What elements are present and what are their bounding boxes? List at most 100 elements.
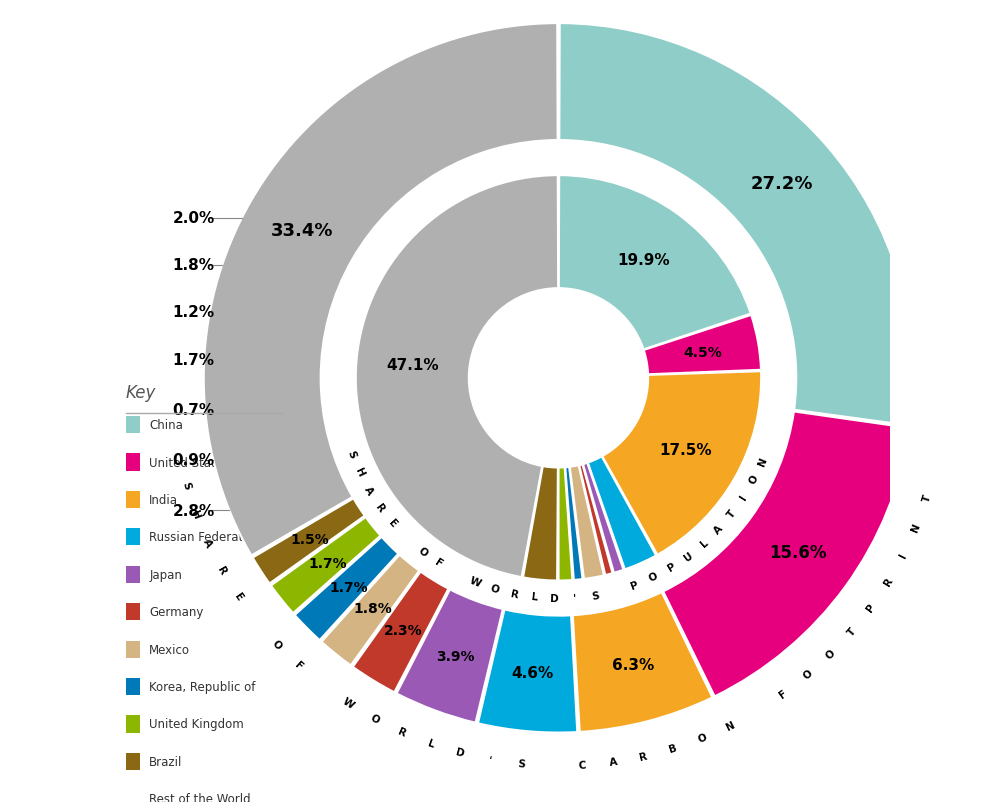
Text: R: R (216, 564, 228, 576)
Wedge shape (397, 589, 503, 723)
Wedge shape (253, 499, 365, 584)
Text: N: N (756, 455, 769, 467)
Text: B: B (668, 742, 679, 754)
Text: ': ' (573, 593, 577, 603)
Text: W: W (340, 696, 355, 711)
Text: W: W (468, 575, 482, 589)
Text: P: P (629, 579, 640, 591)
Wedge shape (573, 593, 712, 732)
Text: United Kingdom: United Kingdom (149, 718, 244, 731)
Wedge shape (559, 176, 751, 350)
Text: Germany: Germany (149, 606, 204, 618)
Text: A: A (363, 484, 375, 496)
Text: 27.2%: 27.2% (751, 175, 813, 193)
Text: O: O (748, 473, 761, 485)
Text: 1.5%: 1.5% (290, 533, 329, 546)
Text: R: R (509, 588, 519, 600)
Text: 4.6%: 4.6% (511, 666, 554, 681)
Text: D: D (455, 747, 466, 759)
Text: Mexico: Mexico (149, 643, 190, 656)
Text: 0.9%: 0.9% (173, 452, 215, 468)
Text: I: I (739, 492, 749, 501)
Text: C: C (578, 759, 587, 770)
Text: 47.1%: 47.1% (387, 358, 439, 373)
Text: L: L (699, 537, 710, 549)
Wedge shape (356, 176, 558, 577)
Text: 1.8%: 1.8% (173, 258, 215, 273)
Text: T: T (921, 493, 933, 503)
Wedge shape (583, 464, 624, 573)
Text: O: O (824, 647, 837, 660)
Text: A: A (201, 537, 214, 549)
Wedge shape (478, 610, 577, 733)
Text: 1.7%: 1.7% (173, 353, 215, 368)
Text: 4.5%: 4.5% (683, 346, 722, 359)
Text: E: E (387, 517, 399, 529)
Text: Korea, Republic of: Korea, Republic of (149, 680, 256, 693)
Text: 1.7%: 1.7% (329, 580, 368, 594)
Text: S: S (517, 758, 525, 769)
Bar (126, 492, 140, 508)
Text: Rest of the World: Rest of the World (149, 792, 251, 802)
Wedge shape (559, 468, 572, 581)
Text: T: T (846, 626, 858, 638)
Text: N: N (724, 719, 737, 731)
Text: P: P (666, 561, 677, 573)
Wedge shape (644, 315, 761, 375)
Wedge shape (579, 464, 613, 575)
Text: 3.9%: 3.9% (436, 649, 475, 662)
Text: F: F (433, 557, 445, 569)
Text: E: E (232, 590, 244, 602)
Text: United States of America: United States of America (149, 456, 297, 469)
Text: L: L (530, 592, 538, 602)
Text: A: A (609, 756, 618, 767)
Text: 6.3%: 6.3% (612, 657, 654, 672)
Text: U: U (682, 549, 695, 562)
Text: T: T (726, 508, 738, 520)
Text: L: L (426, 738, 435, 750)
Text: 19.9%: 19.9% (618, 253, 670, 268)
Text: S: S (346, 448, 357, 459)
Bar (126, 678, 140, 695)
Text: 17.5%: 17.5% (659, 443, 712, 458)
Text: 1.7%: 1.7% (308, 557, 347, 570)
Wedge shape (602, 372, 761, 555)
Text: O: O (647, 570, 660, 583)
Bar (126, 753, 140, 770)
Wedge shape (271, 517, 381, 614)
Bar (126, 454, 140, 471)
Text: Russian Federation: Russian Federation (149, 531, 261, 544)
Wedge shape (204, 24, 558, 556)
Text: N: N (910, 520, 923, 533)
Bar (126, 715, 140, 733)
Text: S: S (591, 589, 600, 601)
Text: P: P (865, 602, 877, 614)
Text: R: R (374, 501, 387, 513)
Text: R: R (639, 750, 649, 762)
Bar (126, 529, 140, 546)
Wedge shape (570, 466, 604, 579)
Text: O: O (697, 731, 708, 744)
Text: F: F (293, 659, 305, 672)
Text: 2.3%: 2.3% (384, 624, 423, 638)
Text: Brazil: Brazil (149, 755, 183, 768)
Circle shape (321, 141, 796, 616)
Text: India: India (149, 493, 178, 506)
Text: 1.8%: 1.8% (353, 602, 392, 616)
Text: R: R (396, 727, 408, 739)
Text: 15.6%: 15.6% (769, 543, 827, 561)
Wedge shape (663, 412, 910, 696)
Text: R: R (882, 576, 895, 588)
Text: H: H (353, 466, 366, 479)
Text: O: O (416, 545, 429, 558)
Text: 33.4%: 33.4% (270, 222, 333, 240)
Wedge shape (559, 24, 913, 426)
Text: O: O (270, 638, 283, 650)
Wedge shape (565, 468, 583, 580)
Wedge shape (353, 572, 448, 692)
Text: F: F (778, 687, 789, 699)
Text: O: O (801, 668, 814, 681)
Text: H: H (189, 508, 202, 520)
Text: Key: Key (126, 383, 156, 402)
Text: ': ' (488, 754, 493, 764)
